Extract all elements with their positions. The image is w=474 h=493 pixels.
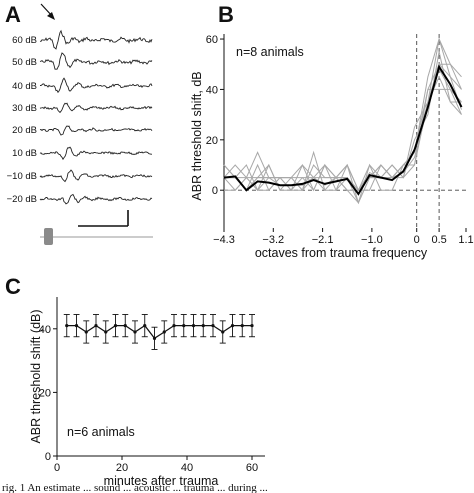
y-axis-label: ABR threshold shift (dB): [29, 309, 43, 443]
annotation: n=6 animals: [67, 425, 135, 439]
data-point: [162, 330, 166, 334]
x-tick-label: 0: [414, 234, 420, 246]
y-tick-label: 0: [45, 451, 51, 463]
data-point: [133, 330, 137, 334]
abr-trace: [39, 169, 153, 183]
panel-c: C 0 20 40 0 20 40 60 n=6 animals minutes after t…: [5, 274, 265, 488]
data-point: [172, 324, 176, 328]
trace-label: 60 dB: [12, 35, 37, 46]
x-axis-label: octaves from trauma frequency: [255, 246, 428, 260]
annotation: n=8 animals: [236, 45, 304, 59]
y-tick-label: 40: [39, 324, 51, 336]
x-axis-label: minutes after trauma: [104, 474, 219, 488]
panel-b: B 0 20 40 60 −4.3 −3.2 −2.1 −1.0 0 0.5 1.1 n=8 anim…: [190, 2, 474, 260]
abr-trace: [39, 102, 153, 114]
y-tick-label: 60: [206, 34, 218, 46]
y-tick-label: 20: [39, 387, 51, 399]
stimulus-marker: [40, 228, 153, 245]
abr-trace: [39, 193, 153, 205]
data-point: [221, 330, 225, 334]
animal-series-line: [223, 63, 462, 192]
data-point: [123, 324, 127, 328]
data-point: [152, 336, 157, 340]
panel-a-label: A: [5, 2, 21, 27]
data-point: [211, 324, 215, 328]
y-tick-label: 0: [212, 185, 218, 197]
data-point: [113, 324, 118, 328]
panel-a: A 60 dB 50 dB 40 dB 30 dB 20 dB 10 dB −10 dB −2…: [5, 2, 153, 245]
x-tick-label: −3.2: [262, 234, 284, 246]
data-point: [182, 324, 186, 328]
animal-series-line: [224, 75, 462, 192]
y-tick-label: 40: [206, 84, 218, 96]
data-point: [84, 330, 88, 334]
x-tick-label: 0: [54, 462, 60, 474]
trace-label: 10 dB: [12, 148, 37, 159]
x-tick-label: 1.1: [458, 234, 473, 246]
trace-label: −10 dB: [7, 171, 37, 182]
data-point: [201, 324, 205, 328]
panel-b-label: B: [218, 2, 234, 27]
mean-series-line: [223, 64, 463, 196]
x-tick-label: 60: [246, 462, 258, 474]
series-line: [66, 324, 252, 340]
abr-trace: [39, 125, 153, 136]
data-point: [191, 324, 196, 328]
trace-label: 20 dB: [12, 125, 37, 136]
trace-label: 40 dB: [12, 81, 37, 92]
chart-b: 0 20 40 60 −4.3 −3.2 −2.1 −1.0 0 0.5 1.1 n=8 animal…: [190, 34, 474, 260]
scale-bar: [78, 210, 129, 227]
data-point: [65, 324, 69, 328]
arrow-marker: [40, 3, 55, 20]
abr-traces: 60 dB 50 dB 40 dB 30 dB 20 dB 10 dB −10 dB −20 …: [7, 29, 153, 205]
trace-label: 30 dB: [12, 103, 37, 114]
y-tick-label: 20: [206, 135, 218, 147]
animal-series-line: [223, 37, 462, 205]
abr-trace: [39, 146, 152, 161]
abr-trace: [39, 52, 153, 70]
y-axis-label: ABR threshold shift, dB: [190, 71, 204, 200]
trace-label: −20 dB: [7, 194, 37, 205]
x-tick-label: −4.3: [213, 234, 235, 246]
animal-series-line: [223, 63, 462, 192]
data-point: [230, 324, 235, 328]
panel-c-label: C: [5, 274, 21, 299]
data-point: [94, 324, 98, 328]
data-point: [104, 330, 108, 334]
x-tick-label: 40: [181, 462, 193, 474]
trace-label: 50 dB: [12, 57, 37, 68]
caption-fragment: rig. 1 An estimate ... sound ... acousti…: [2, 482, 268, 493]
data-point: [74, 324, 79, 328]
data-point: [250, 324, 254, 328]
abr-trace: [39, 29, 153, 50]
x-tick-label: 0.5: [431, 234, 446, 246]
chart-c: 0 20 40 0 20 40 60 n=6 animals minutes after tra…: [29, 297, 265, 488]
x-tick-label: −1.0: [361, 234, 383, 246]
abr-trace: [40, 77, 153, 94]
data-point: [143, 324, 147, 328]
x-tick-label: 20: [116, 462, 128, 474]
x-tick-label: −2.1: [312, 234, 334, 246]
data-point: [240, 324, 244, 328]
